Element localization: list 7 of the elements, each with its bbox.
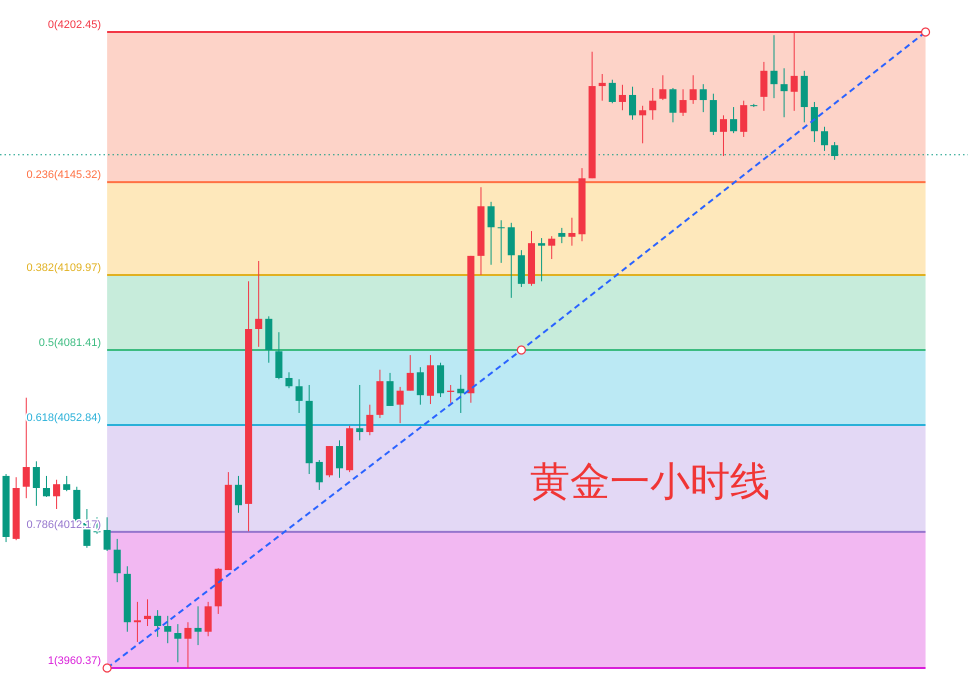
annotation: 0.5(4081.41) [38, 337, 102, 349]
annotation: 0.618(4052.84) [26, 412, 102, 424]
annotation: 黄金一小时线 [530, 460, 770, 504]
annotation: 1(3960.37) [48, 655, 102, 667]
annotation: 0.382(4109.97) [26, 262, 102, 274]
annotation: 0.236(4145.32) [26, 169, 102, 182]
text: 0(4202.45) [48, 19, 102, 31]
